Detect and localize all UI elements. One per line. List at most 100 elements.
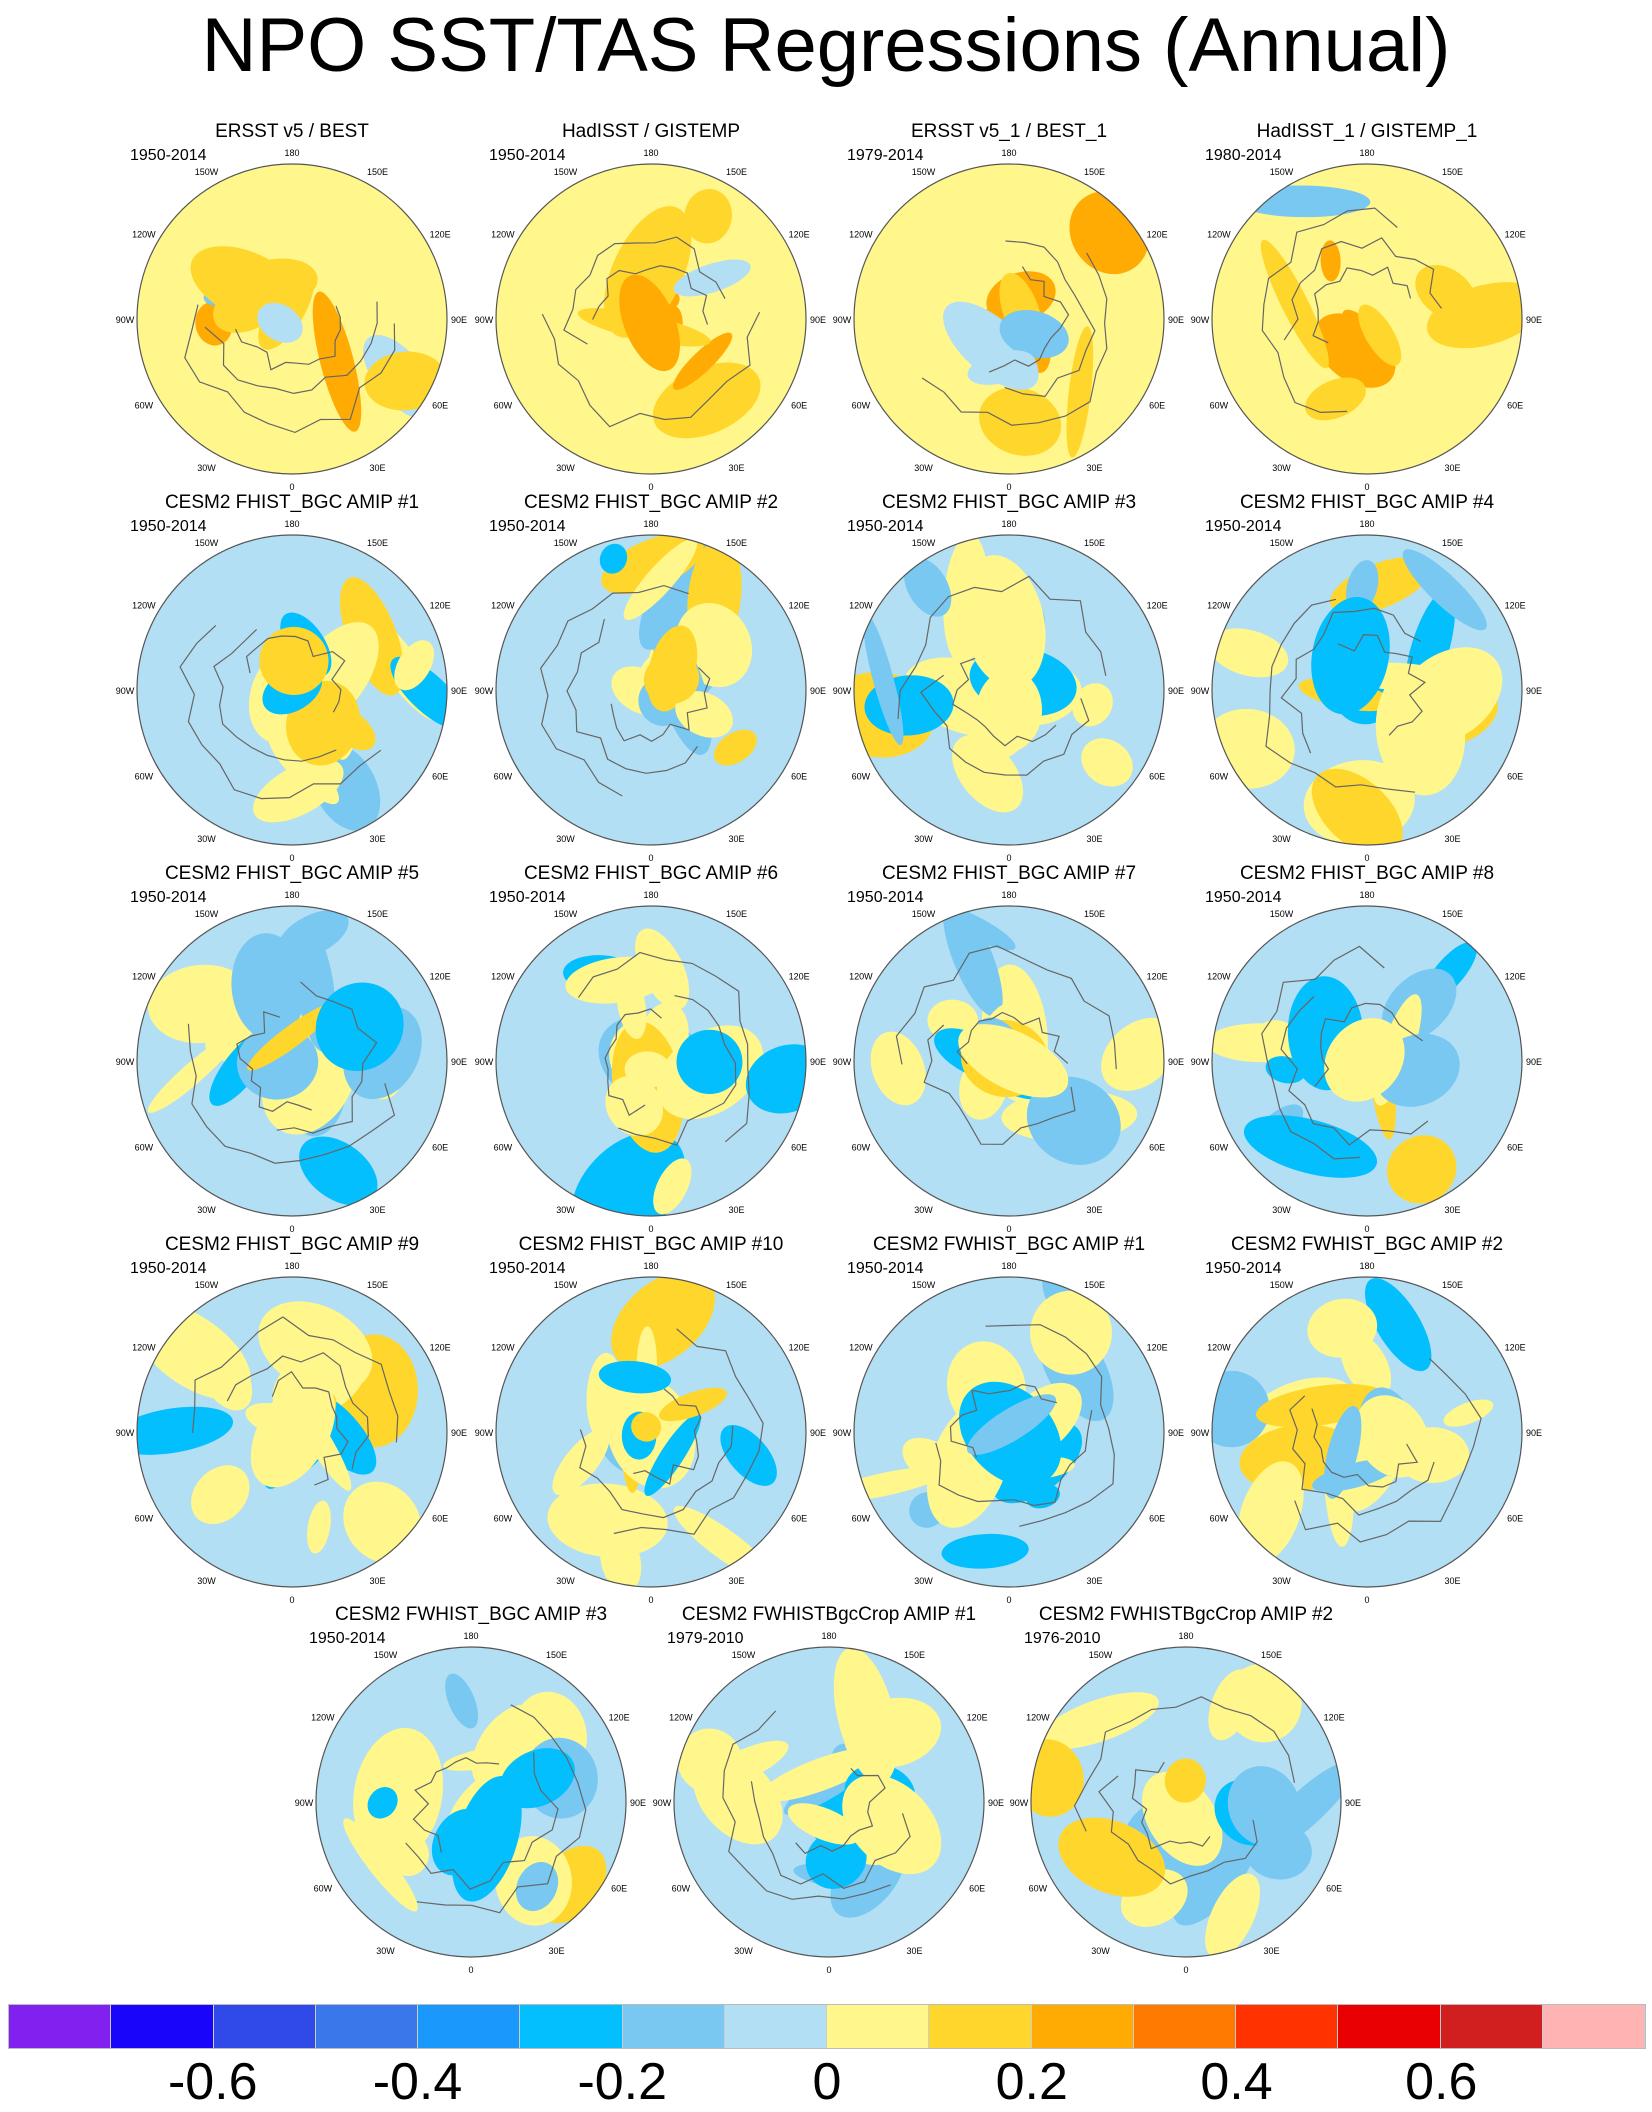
longitude-label: 60E (1149, 401, 1165, 411)
panel-title: HadISST_1 / GISTEMP_1 (1257, 121, 1478, 142)
map-boundary (1211, 1276, 1523, 1588)
longitude-label: 30E (548, 1946, 564, 1956)
longitude-label: 180 (284, 890, 299, 900)
regression-field (674, 1647, 984, 1957)
coastline (184, 301, 396, 434)
panel-title: HadISST / GISTEMP (562, 121, 740, 142)
panel-period: 1950-2014 (847, 1260, 924, 1277)
longitude-label: 30W (197, 463, 216, 473)
panel-title: CESM2 FHIST_BGC AMIP #10 (519, 1234, 784, 1255)
longitude-label: 180 (1359, 1261, 1374, 1271)
panel-title: CESM2 FHIST_BGC AMIP #9 (165, 1234, 419, 1255)
longitude-label: 30W (1272, 834, 1291, 844)
panel-period: 1950-2014 (847, 518, 924, 535)
longitude-label: 150E (1084, 538, 1105, 548)
colorbar-swatch (418, 2005, 521, 2048)
longitude-label: 60W (852, 401, 871, 411)
longitude-label: 90W (1191, 1428, 1210, 1438)
longitude-label: 150E (1442, 167, 1463, 177)
colorbar-swatch (520, 2005, 623, 2048)
longitude-label: 0 (648, 1595, 653, 1605)
longitude-label: 60E (1507, 401, 1523, 411)
longitude-label: 0 (289, 1224, 294, 1234)
longitude-label: 120W (311, 1713, 335, 1723)
longitude-label: 30W (914, 1205, 933, 1215)
longitude-label: 120E (1147, 1343, 1168, 1353)
colorbar-swatch (111, 2005, 214, 2048)
regression-field (137, 906, 447, 1216)
longitude-label: 180 (1359, 148, 1374, 158)
longitude-label: 60E (1326, 1884, 1342, 1894)
map-boundary (495, 534, 807, 846)
colorbar-tick-label: 0.4 (1200, 2053, 1273, 2111)
longitude-label: 30W (1091, 1946, 1110, 1956)
map-boundary (136, 163, 448, 475)
panel-period: 1950-2014 (1205, 889, 1282, 906)
longitude-label: 180 (643, 890, 658, 900)
longitude-label: 120W (1207, 230, 1231, 240)
longitude-label: 120W (132, 972, 156, 982)
longitude-label: 60W (1210, 401, 1229, 411)
panel-title: CESM2 FWHIST_BGC AMIP #2 (1231, 1234, 1503, 1255)
longitude-label: 150E (726, 1280, 747, 1290)
longitude-label: 150E (546, 1650, 567, 1660)
coastline (1261, 207, 1442, 414)
longitude-label: 180 (1178, 1631, 1193, 1641)
longitude-label: 180 (1001, 148, 1016, 158)
longitude-label: 120E (1324, 1713, 1345, 1723)
map-boundary (136, 905, 448, 1217)
longitude-label: 0 (1364, 853, 1369, 863)
longitude-label: 90E (451, 1428, 467, 1438)
map-panel: CESM2 FHIST_BGC AMIP #7 1950-2014 180 150E 1… (833, 863, 1184, 1234)
longitude-label: 30W (197, 834, 216, 844)
map-boundary (1030, 1646, 1342, 1958)
longitude-label: 30W (197, 1576, 216, 1586)
longitude-label: 90W (833, 315, 852, 325)
longitude-label: 90E (1168, 315, 1184, 325)
panel-title: CESM2 FHIST_BGC AMIP #2 (524, 492, 778, 513)
panel-period: 1950-2014 (1205, 518, 1282, 535)
regression-field (1031, 1647, 1341, 1957)
panel-period: 1979-2014 (847, 147, 924, 164)
colorbar-swatch (1542, 2005, 1645, 2048)
longitude-label: 180 (1001, 1261, 1016, 1271)
regression-field (496, 164, 806, 474)
coastline (405, 1704, 587, 1914)
longitude-label: 60E (1507, 1514, 1523, 1524)
longitude-label: 120W (491, 972, 515, 982)
longitude-label: 90E (451, 1057, 467, 1067)
colorbar-tick-label: 0.2 (995, 2053, 1068, 2111)
longitude-label: 30E (1086, 463, 1102, 473)
longitude-label: 180 (284, 1261, 299, 1271)
map-panel: ERSST v5 / BEST 1950-2014 180 150E 120E 90E 60… (116, 121, 467, 492)
longitude-label: 150W (1270, 909, 1294, 919)
longitude-label: 120W (491, 601, 515, 611)
longitude-label: 120W (132, 601, 156, 611)
longitude-label: 120E (967, 1713, 988, 1723)
panel-title: CESM2 FWHISTBgcCrop AMIP #1 (682, 1604, 976, 1625)
colorbar-swatch (724, 2005, 827, 2048)
longitude-label: 30E (369, 1205, 385, 1215)
longitude-label: 30E (369, 834, 385, 844)
longitude-label: 150E (726, 909, 747, 919)
longitude-label: 30W (914, 1576, 933, 1586)
longitude-label: 90W (116, 686, 135, 696)
longitude-label: 0 (648, 482, 653, 492)
longitude-label: 30W (914, 463, 933, 473)
longitude-label: 60W (852, 1514, 871, 1524)
longitude-label: 90E (451, 686, 467, 696)
longitude-label: 30E (728, 834, 744, 844)
longitude-label: 150W (1270, 167, 1294, 177)
longitude-label: 30W (914, 834, 933, 844)
longitude-label: 180 (463, 1631, 478, 1641)
longitude-label: 120E (430, 1343, 451, 1353)
regression-field (1212, 906, 1522, 1216)
longitude-label: 0 (1006, 1224, 1011, 1234)
longitude-label: 150W (912, 909, 936, 919)
regression-field (1212, 535, 1522, 845)
regression-field (137, 164, 447, 474)
map-panel: HadISST / GISTEMP 1950-2014 180 150E 120E 90E… (475, 121, 826, 492)
longitude-label: 0 (648, 853, 653, 863)
longitude-label: 30W (556, 1205, 575, 1215)
longitude-label: 90E (630, 1798, 646, 1808)
